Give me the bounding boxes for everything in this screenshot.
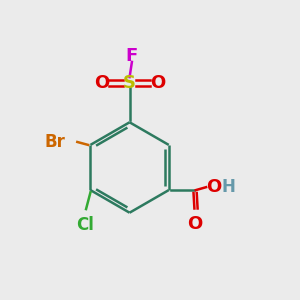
Text: Cl: Cl: [76, 216, 94, 234]
Text: O: O: [94, 74, 110, 92]
Text: S: S: [123, 74, 136, 92]
Text: O: O: [206, 178, 221, 196]
Text: H: H: [222, 178, 236, 196]
Text: O: O: [187, 215, 202, 233]
Text: F: F: [126, 47, 138, 65]
Text: Br: Br: [45, 133, 66, 151]
Text: O: O: [150, 74, 165, 92]
